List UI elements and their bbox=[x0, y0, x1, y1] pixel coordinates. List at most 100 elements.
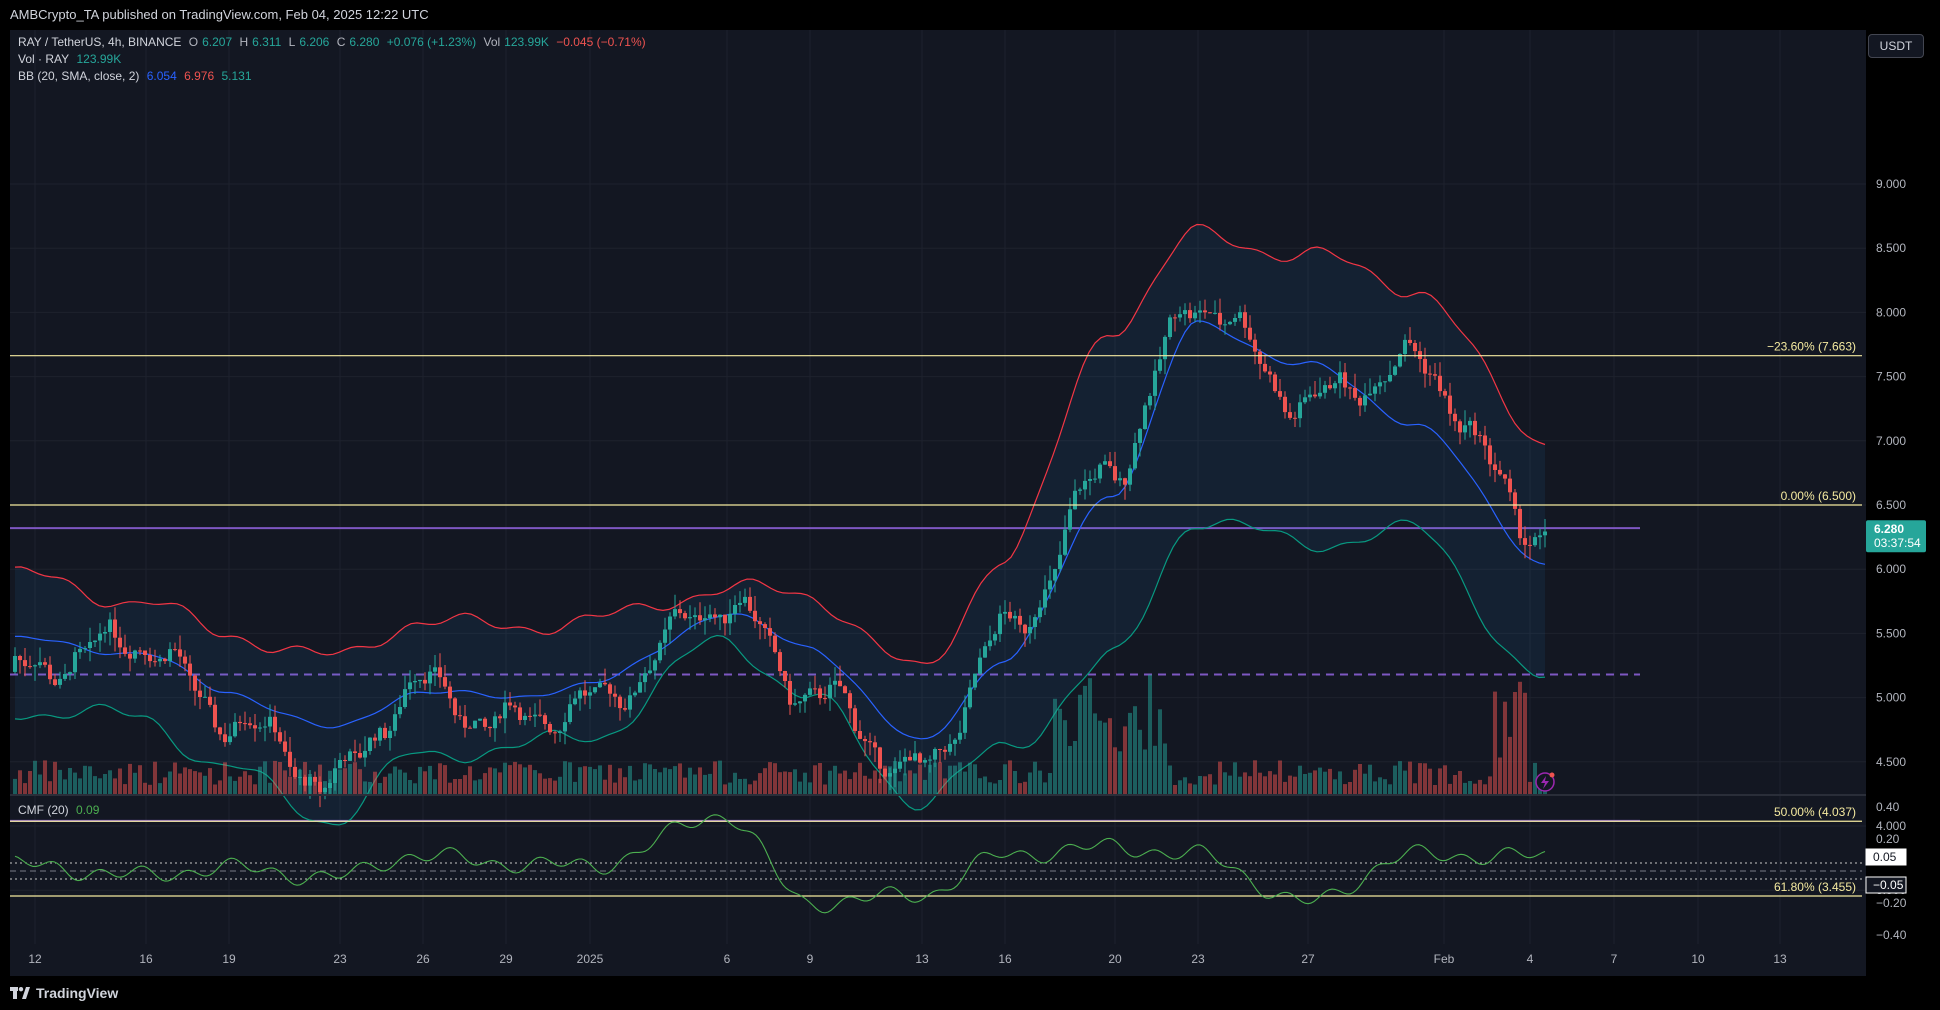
volume-bar bbox=[398, 769, 402, 795]
volume-bar bbox=[1008, 760, 1012, 795]
cmf-tag-value: −0.05 bbox=[1873, 878, 1904, 892]
candle-body bbox=[138, 650, 142, 652]
candle-body bbox=[128, 653, 132, 659]
candle-body bbox=[203, 696, 207, 698]
volume-bar bbox=[498, 772, 502, 795]
volume-bar bbox=[483, 773, 487, 795]
candle-body bbox=[1413, 343, 1417, 352]
candle-body bbox=[213, 704, 217, 728]
candle-body bbox=[118, 637, 122, 648]
candle-body bbox=[993, 634, 997, 641]
candle-body bbox=[693, 615, 697, 618]
candle-body bbox=[478, 718, 482, 721]
candle-body bbox=[1108, 461, 1112, 467]
candle-body bbox=[1288, 412, 1292, 418]
price-tick: 8.000 bbox=[1876, 305, 1906, 319]
volume-bar bbox=[103, 774, 107, 795]
candle-body bbox=[273, 716, 277, 733]
volume-bar bbox=[503, 762, 507, 795]
volume-bar bbox=[193, 771, 197, 795]
volume-bar bbox=[1173, 785, 1177, 795]
candle-body bbox=[1323, 385, 1327, 393]
time-tick: 23 bbox=[333, 952, 347, 966]
volume-bars bbox=[13, 674, 1547, 795]
candle-body bbox=[788, 681, 792, 705]
volume-bar bbox=[1333, 779, 1337, 795]
volume-bar bbox=[213, 784, 217, 795]
volume-bar bbox=[88, 766, 92, 795]
candle-body bbox=[1453, 413, 1457, 422]
currency-button[interactable]: USDT bbox=[1868, 34, 1924, 58]
candle-body bbox=[1538, 535, 1542, 538]
candle-body bbox=[188, 663, 192, 676]
volume-bar bbox=[883, 765, 887, 795]
volume-bar bbox=[1253, 760, 1257, 795]
fib-levels: −23.60% (7.663) 0.00% (6.500) 50.00% (4.03… bbox=[10, 340, 1862, 897]
volume-bar bbox=[28, 771, 32, 795]
bb-indicator-name[interactable]: BB (20, SMA, close, 2) bbox=[18, 69, 140, 83]
chart-pane[interactable] bbox=[10, 30, 1866, 976]
cmf-indicator-name[interactable]: CMF (20) bbox=[18, 803, 69, 817]
candle-body bbox=[718, 614, 722, 618]
volume-bar bbox=[1263, 776, 1267, 795]
candle-body bbox=[63, 674, 67, 679]
candle-body bbox=[568, 704, 572, 722]
time-tick: 12 bbox=[28, 952, 42, 966]
volume-bar bbox=[153, 761, 157, 795]
candle-body bbox=[1533, 537, 1537, 546]
volume-bar bbox=[828, 770, 832, 795]
tradingview-logo-icon bbox=[10, 987, 30, 999]
candle-body bbox=[733, 605, 737, 614]
candle-body bbox=[1463, 425, 1467, 433]
candle-body bbox=[928, 759, 932, 761]
candle-body bbox=[1303, 397, 1307, 403]
price-tick: 7.500 bbox=[1876, 370, 1906, 384]
candle-body bbox=[1423, 358, 1427, 374]
candle-body bbox=[963, 707, 967, 733]
candle-body bbox=[1418, 351, 1422, 359]
publish-header: AMBCrypto_TA published on TradingView.co… bbox=[0, 0, 1940, 30]
candle-body bbox=[253, 725, 257, 729]
high-value: 6.311 bbox=[252, 35, 282, 49]
grid bbox=[10, 30, 1866, 944]
volume-bar bbox=[973, 764, 977, 795]
candle-body bbox=[1278, 391, 1282, 397]
candle-body bbox=[1133, 443, 1137, 469]
volume-bar bbox=[63, 779, 67, 795]
time-tick: Feb bbox=[1434, 952, 1455, 966]
volume-bar bbox=[588, 766, 592, 795]
candle-body bbox=[1258, 351, 1262, 364]
candle-body bbox=[1053, 569, 1057, 581]
volume-indicator-name[interactable]: Vol · RAY bbox=[18, 52, 70, 66]
candle-body bbox=[893, 768, 897, 774]
candle-body bbox=[423, 679, 427, 684]
candle-body bbox=[13, 656, 17, 672]
volume-bar bbox=[1453, 775, 1457, 795]
volume-bar bbox=[1158, 709, 1162, 795]
volume-bar bbox=[1098, 720, 1102, 795]
candle-body bbox=[658, 642, 662, 661]
time-tick: 13 bbox=[1773, 952, 1787, 966]
time-tick: 2025 bbox=[577, 952, 604, 966]
candle-body bbox=[1148, 396, 1152, 406]
candle-body bbox=[343, 760, 347, 761]
candle-body bbox=[513, 705, 517, 708]
candle-body bbox=[1353, 388, 1357, 398]
volume-bar bbox=[738, 779, 742, 795]
candle-body bbox=[1378, 382, 1382, 387]
volume-bar bbox=[1493, 691, 1497, 795]
candle-body bbox=[318, 781, 322, 793]
volume-bar bbox=[188, 769, 192, 795]
volume-bar bbox=[953, 765, 957, 795]
volume-bar bbox=[533, 770, 537, 795]
candle-body bbox=[288, 751, 292, 767]
tradingview-brand[interactable]: TradingView bbox=[10, 985, 118, 1001]
volume-bar bbox=[168, 771, 172, 795]
volume-bar bbox=[653, 769, 657, 795]
candle-body bbox=[143, 650, 147, 655]
price-tick: 4.500 bbox=[1876, 755, 1906, 769]
volume-bar bbox=[198, 772, 202, 795]
symbol-label[interactable]: RAY / TetherUS, 4h, BINANCE bbox=[18, 35, 182, 49]
candle-body bbox=[808, 688, 812, 695]
